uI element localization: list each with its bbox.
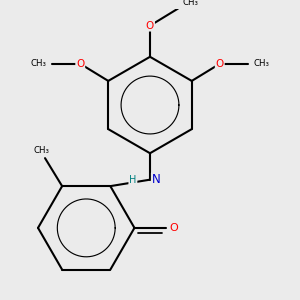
Text: CH₃: CH₃: [182, 0, 198, 7]
Text: O: O: [146, 21, 154, 31]
Text: CH₃: CH₃: [254, 59, 270, 68]
Text: CH₃: CH₃: [34, 146, 50, 155]
Text: N: N: [152, 173, 161, 186]
Text: CH₃: CH₃: [30, 59, 46, 68]
Text: O: O: [76, 59, 84, 69]
Text: O: O: [216, 59, 224, 69]
Text: O: O: [169, 223, 178, 233]
Text: H: H: [129, 175, 137, 185]
